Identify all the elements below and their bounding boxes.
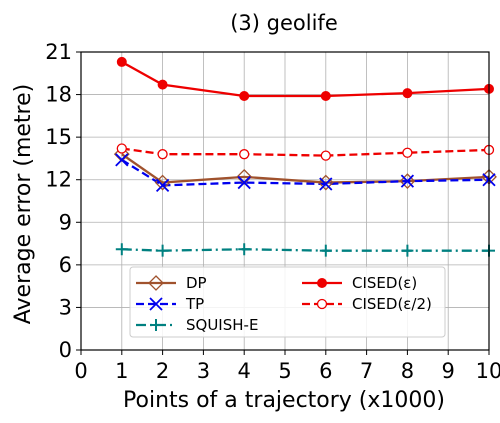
data-point-s1-stroke — [319, 177, 333, 191]
data-point-s1 — [319, 177, 333, 191]
data-point-s2 — [319, 244, 332, 257]
data-point-s1 — [400, 174, 415, 188]
series-line-3 — [121, 60, 490, 98]
data-point-s4 — [116, 143, 127, 154]
data-point-s4 — [239, 149, 250, 160]
y-tick-label: 0 — [59, 338, 72, 362]
x-tick-label: 4 — [238, 359, 251, 383]
legend-label: SQUISH-E — [186, 316, 258, 334]
legend-marker — [317, 278, 327, 288]
x-tick-label: 0 — [74, 359, 87, 383]
legend-marker — [316, 298, 328, 310]
x-tick-label: 1 — [115, 359, 128, 383]
data-point-s1 — [155, 178, 170, 193]
legend: DP TP SQUISH-E CISED(ε) CISED(ε/2) — [129, 266, 446, 338]
y-tick-label: 21 — [45, 40, 72, 64]
series-lines — [121, 60, 490, 252]
y-tick-label: 15 — [45, 125, 72, 149]
x-tick-label: 10 — [476, 359, 500, 383]
legend-box — [129, 266, 446, 338]
x-tick-label: 6 — [319, 359, 332, 383]
x-tick-label: 9 — [442, 359, 455, 383]
y-tick-label: 6 — [59, 253, 72, 277]
legend-marker — [148, 275, 164, 291]
data-point-s1-stroke — [155, 178, 170, 193]
x-tick-label: 3 — [197, 359, 210, 383]
data-point-s0 — [236, 168, 253, 185]
data-point-s4 — [157, 149, 168, 160]
data-point-s3 — [157, 79, 168, 90]
legend-marker — [150, 319, 162, 331]
legend-label: CISED(ε/2) — [352, 295, 432, 313]
legend-label: CISED(ε) — [352, 274, 417, 292]
series-markers — [113, 56, 497, 257]
data-point-s0 — [399, 173, 416, 190]
data-point-s3 — [320, 90, 331, 101]
series-line-2 — [121, 248, 489, 252]
x-tick-label: 2 — [156, 359, 169, 383]
legend-label: DP — [186, 274, 207, 292]
data-point-s1 — [237, 175, 251, 190]
series-line-4 — [121, 147, 490, 157]
x-tick-label: 5 — [278, 359, 291, 383]
data-point-s1-stroke — [115, 153, 129, 167]
data-point-s0 — [113, 146, 130, 163]
y-tick-label: 9 — [59, 210, 72, 234]
data-point-s2 — [238, 243, 251, 256]
data-point-s2 — [401, 244, 414, 257]
series-line-1 — [121, 158, 490, 187]
y-axis-label: Average error (metre) — [11, 84, 36, 324]
legend-marker — [149, 297, 163, 311]
y-tick-label: 3 — [59, 295, 72, 319]
data-point-s1 — [115, 153, 129, 167]
data-point-s1-stroke — [237, 175, 251, 190]
data-point-s2 — [156, 244, 169, 257]
data-point-s4 — [402, 147, 413, 158]
legend-marker-stroke — [149, 297, 163, 311]
data-point-s3 — [239, 90, 250, 101]
chart-title: (3) geolife — [230, 11, 338, 35]
legend-label: TP — [185, 295, 204, 313]
data-point-s3 — [116, 56, 127, 67]
data-point-s3 — [402, 88, 413, 99]
data-point-s1-stroke — [400, 174, 415, 188]
data-point-s4 — [320, 150, 331, 161]
y-tick-label: 18 — [45, 83, 72, 107]
x-tick-label: 7 — [360, 359, 373, 383]
series-line-0 — [121, 153, 490, 184]
y-tick-label: 12 — [45, 168, 72, 192]
data-point-s2 — [115, 243, 128, 256]
x-axis-label: Points of a trajectory (x1000) — [123, 388, 445, 413]
x-tick-label: 8 — [401, 359, 414, 383]
